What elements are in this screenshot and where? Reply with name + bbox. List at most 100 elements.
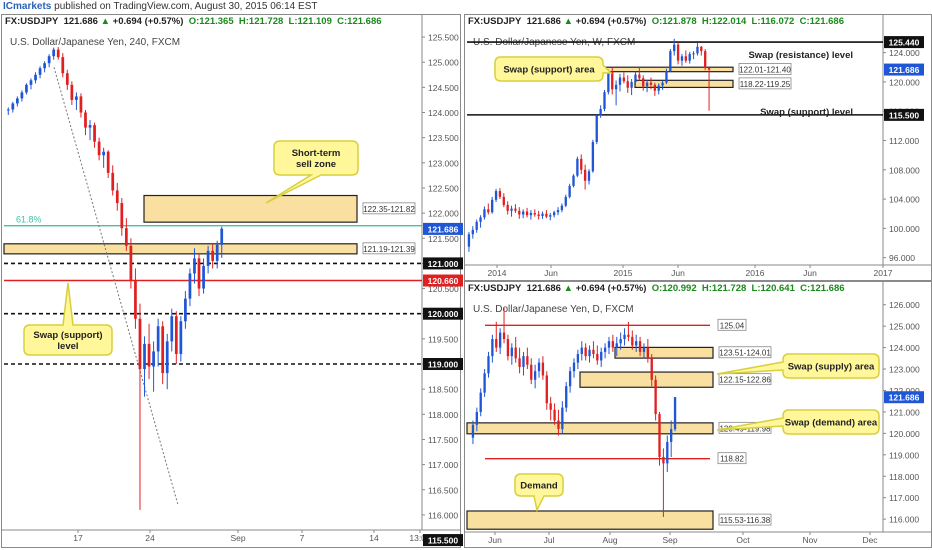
- h4-price-label-0: 121.000: [428, 259, 459, 269]
- weekly-anno-support: Swap (support) level: [760, 107, 853, 118]
- h4-fib-label: 61.8%: [16, 215, 42, 225]
- publisher-name[interactable]: ICmarkets: [3, 1, 52, 12]
- weekly-candle-body: [645, 82, 649, 87]
- publisher-header: ICmarkets published on TradingView.com, …: [0, 0, 932, 13]
- daily-line-label-box-0: [717, 318, 747, 331]
- h4-candle-body: [156, 326, 160, 352]
- daily-candle-body: [522, 356, 525, 367]
- h4-callout-swap-level-text: level: [57, 341, 78, 352]
- daily-candle-body: [666, 441, 669, 464]
- daily-candle-body: [495, 339, 498, 348]
- h4-x-tick-label: 24: [145, 533, 155, 543]
- weekly-candle-body: [521, 211, 525, 215]
- weekly-x-tick-label: 2017: [874, 268, 893, 278]
- h4-candle-body: [11, 103, 15, 110]
- daily-zone-label-box-0: [718, 346, 772, 359]
- weekly-candle-body: [529, 213, 533, 216]
- daily-candle-body: [635, 341, 638, 346]
- weekly-candle-body: [634, 74, 637, 82]
- h4-candle-body: [152, 351, 155, 367]
- daily-x-tick-label: Jul: [544, 535, 555, 545]
- weekly-zone-1: [634, 79, 734, 89]
- weekly-candle-body: [576, 158, 579, 176]
- daily-ohlc-line: FX:USDJPY 121.686 ▲ +0.694 (+0.57%) O:12…: [468, 283, 845, 294]
- h4-candle-body: [129, 245, 133, 282]
- h4-candle-body: [97, 141, 101, 156]
- weekly-candle-body: [533, 213, 536, 215]
- daily-candle-body: [518, 358, 521, 367]
- daily-zone-label-box-1: [718, 373, 772, 386]
- weekly-chart-svg[interactable]: U.S. Dollar/Japanese Yen, W, FXCM124.000…: [465, 15, 931, 280]
- daily-x-tick-label: Jun: [488, 535, 502, 545]
- daily-chart-svg[interactable]: U.S. Dollar/Japanese Yen, D, FXCM 126.000…: [465, 282, 931, 547]
- daily-candle-body: [502, 332, 506, 340]
- daily-callout-demand: Swap (demand) area: [716, 409, 880, 435]
- h4-candle-body: [124, 228, 128, 246]
- daily-candle-body: [642, 347, 646, 352]
- h4-candle-body: [47, 56, 51, 64]
- weekly-candle-body: [498, 191, 502, 197]
- h4-trendline: [53, 67, 179, 505]
- h4-candle-body: [88, 125, 92, 128]
- daily-candle-body: [498, 332, 502, 348]
- weekly-candle-body: [599, 109, 602, 116]
- h4-price-label-1: 120.660: [428, 276, 459, 286]
- weekly-chart-panel[interactable]: FX:USDJPY 121.686 ▲ +0.694 (+0.57%) O:12…: [464, 14, 932, 281]
- daily-zone-label-0: 123.51-124.01: [719, 349, 771, 358]
- weekly-candle-body: [502, 196, 505, 205]
- h4-zone-label-box-0: [362, 202, 416, 215]
- h4-callout-sell-zone-text: sell zone: [296, 159, 336, 170]
- weekly-candle-body: [494, 191, 498, 200]
- daily-chart-panel[interactable]: FX:USDJPY 121.686 ▲ +0.694 (+0.57%) O:12…: [464, 281, 932, 548]
- h4-y-tick-label: 122.500: [428, 183, 459, 193]
- daily-zone-label-box-3: [718, 513, 772, 526]
- weekly-candle-body: [525, 211, 529, 216]
- weekly-price-label-1: 115.500: [889, 110, 920, 120]
- h4-candle-body: [206, 250, 210, 266]
- daily-candle-body: [568, 371, 572, 387]
- h4-price-label-3: 119.000: [428, 360, 459, 370]
- h4-price-label-2: 120.000: [428, 309, 459, 319]
- h4-price-label-box-2: [423, 307, 463, 320]
- h4-callout-sell-zone-text: Short-term: [292, 148, 341, 159]
- h4-chart-svg[interactable]: U.S. Dollar/Japanese Yen, 240, FXCM 125.5…: [2, 15, 463, 547]
- h4-candle-body: [25, 84, 28, 93]
- h4-candle-body: [115, 190, 119, 204]
- h4-zone-label-1: 121.19-121.39: [363, 245, 415, 254]
- h4-price-label-box-0: [423, 257, 463, 270]
- daily-candle-body: [603, 347, 607, 352]
- h4-candle-body: [20, 92, 24, 99]
- weekly-callout-swap-area-bubble: [494, 56, 613, 82]
- weekly-zone-label-box-1: [738, 77, 792, 90]
- daily-line-label-0: 125.04: [720, 321, 745, 330]
- h4-candle-body: [161, 326, 165, 374]
- daily-line-label-box-1: [717, 452, 747, 465]
- h4-candle-body: [165, 341, 169, 374]
- weekly-price-label-box-0: [884, 36, 924, 49]
- daily-candle-body: [541, 362, 545, 376]
- weekly-price-label-box-1: [884, 108, 924, 121]
- daily-candle-body: [545, 375, 548, 404]
- h4-candle-body: [61, 57, 65, 74]
- h4-y-tick-label: 117.500: [428, 435, 458, 445]
- h4-x-tick-label: 14: [369, 533, 379, 543]
- weekly-candle-body: [552, 212, 556, 216]
- weekly-callout-swap-area: Swap (support) area: [494, 56, 613, 82]
- weekly-candle-body: [587, 171, 591, 181]
- weekly-price-label-0: 125.440: [889, 38, 920, 48]
- weekly-candle-body: [572, 175, 575, 186]
- weekly-candle-body: [707, 68, 711, 70]
- weekly-candle-body: [560, 205, 564, 211]
- daily-candle-body: [510, 347, 513, 357]
- weekly-candle-body: [673, 44, 676, 52]
- h4-zone-0: [143, 194, 358, 223]
- h4-chart-panel[interactable]: FX:USDJPY 121.686 ▲ +0.694 (+0.57%) O:12…: [1, 14, 463, 548]
- h4-candle-body: [79, 96, 83, 113]
- weekly-candle-body: [483, 209, 486, 218]
- h4-y-tick-label: 116.000: [428, 510, 458, 520]
- weekly-candle-body: [618, 77, 622, 85]
- weekly-zone-label-1: 118.22-119.25: [740, 80, 791, 89]
- daily-candle-body: [533, 371, 537, 380]
- daily-callout-demand-text: Swap (demand) area: [785, 418, 878, 429]
- daily-candle-body: [607, 341, 611, 348]
